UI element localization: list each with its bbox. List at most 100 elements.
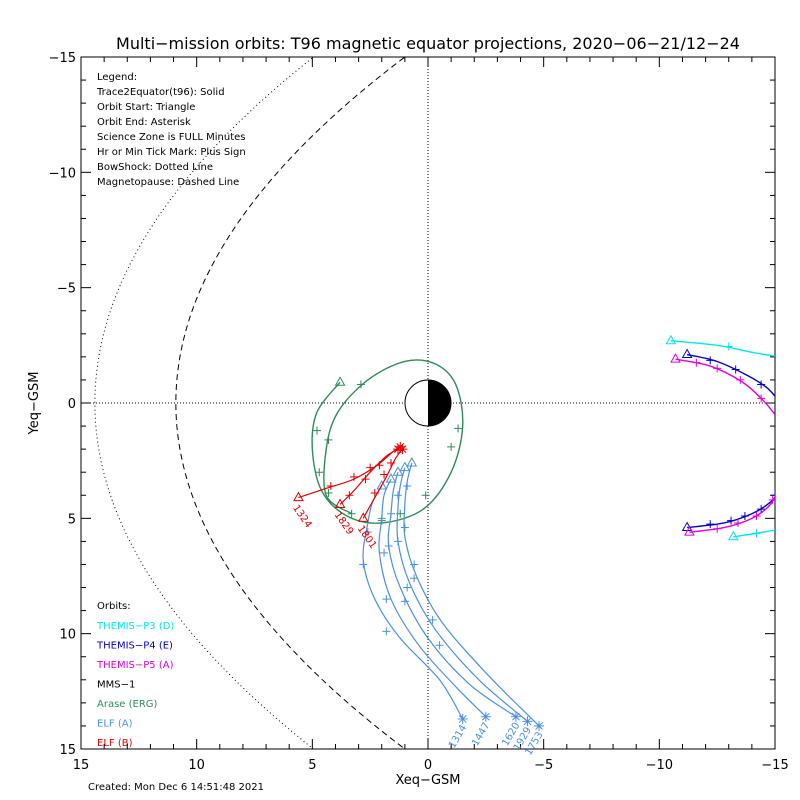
tick-mark-plus [752,529,761,538]
orbit-end-marker [480,711,491,722]
orbit-start-marker [334,498,346,508]
x-tick-label: −5 [534,758,553,773]
orbit-start-marker [684,526,695,536]
tick-mark-plus [706,356,715,365]
plot-content [81,57,791,749]
x-tick-label: 15 [73,758,90,773]
tick-mark-plus [727,516,736,525]
orbit-legend-entry: ELF (A) [97,719,133,730]
orbit-line [733,529,775,538]
orbit-start-marker [293,491,304,502]
x-tick-label: −10 [646,758,673,773]
legend-line: Magnetopause: Dashed Line [97,177,239,188]
tick-mark-plus [733,518,742,527]
orbit-end-marker [534,720,545,731]
tick-mark-plus [386,509,395,518]
tick-mark-plus [393,537,402,546]
legend-line: Orbit End: Asterisk [97,117,191,128]
y-tick-label: 0 [68,397,76,412]
tick-mark-plus [366,463,375,472]
asterisk-stroke [523,717,532,726]
legend-line: Trace2Equator(t96): Solid [96,87,225,98]
tick-mark-plus [356,380,365,389]
orbits-legend: Orbits: THEMIS−P3 (D) THEMIS−P4 (E) THEMIS−… [96,601,174,749]
tick-mark-plus [435,641,444,650]
y-axis-label: Yeq−GSM [27,372,42,436]
orbit-track [362,448,404,519]
orbit-start-marker [376,480,388,490]
orbit-start-marker [392,466,404,476]
tick-mark-plus [363,528,372,537]
orbit-start-marker [334,376,346,386]
tick-mark-plus [783,524,791,532]
tick-mark-plus [386,458,395,467]
orbit-line [689,495,775,533]
y-tick-label: 10 [59,628,76,643]
orbit-legend-entry: THEMIS−P3 (D) [96,621,174,632]
tick-mark-plus [403,583,412,592]
legend-panel: Legend: Trace2Equator(t96): Solid Orbit St… [96,72,246,188]
orbit-legend-entry: THEMIS−P4 (E) [96,641,173,652]
x-axis-label: Xeq−GSM [395,773,460,788]
orbit-end-marker [522,716,533,727]
tick-mark-plus [370,488,379,497]
orbit-start-marker [406,456,418,467]
orbit-legend-entry: MMS−1 [97,680,135,691]
legend-line: Legend: [97,72,137,83]
x-tick-label: 0 [424,758,432,773]
asterisk-stroke [481,712,490,721]
legend-line: Hr or Min Tick Mark: Plus Sign [97,147,246,158]
tick-mark-plus [324,435,333,444]
tick-mark-plus [428,615,437,624]
tick-mark-plus [324,488,333,497]
orbit-end-marker [397,444,408,455]
tick-mark-plus [359,560,368,569]
track-time-label: 1314 [447,723,469,751]
legend-line: Orbit Start: Triangle [97,102,195,113]
legend-line: Science Zone is FULL Minutes [97,132,246,143]
series-elf-b- [293,441,408,522]
orbit-line [670,340,775,357]
orbit-start-marker [385,473,397,483]
y-tick-label: 5 [68,512,76,527]
orbit-start-marker [357,512,369,522]
tick-mark-plus [736,375,745,384]
tick-mark-plus [421,491,430,500]
asterisk-stroke [535,722,543,730]
orbit-legend-entry: THEMIS−P5 (A) [96,660,174,671]
tick-mark-plus [377,514,386,523]
x-tick-label: −15 [761,758,788,773]
tick-mark-plus [776,353,784,361]
chart-title: Multi−mission orbits: T96 magnetic equat… [116,34,740,53]
tick-mark-plus [713,524,722,533]
orbit-start-marker [399,461,411,472]
orbit-track [387,472,517,718]
tick-mark-plus [384,542,393,551]
track-time-label: 1801 [355,524,379,551]
orbit-line [686,353,775,397]
y-tick-label: −10 [49,166,76,181]
tick-mark-plus [403,482,412,491]
x-tick-label: 10 [188,758,205,773]
tick-mark-plus [771,491,775,500]
tick-mark-plus [375,461,384,470]
asterisk-stroke [398,445,407,454]
orbit-track [396,467,528,722]
y-tick-label: −15 [49,51,76,66]
tick-mark-plus [713,364,722,373]
tick-mark-plus [447,442,456,451]
track-time-label: 1447 [470,721,492,749]
tick-mark-plus [315,468,324,477]
tick-mark-plus [740,512,749,521]
tick-mark-plus [349,472,358,481]
tick-mark-plus [382,627,391,636]
tick-mark-plus [410,560,419,569]
series-themis-p3-d- [665,334,791,541]
series-themis-p4-e- [681,348,775,532]
orbit-line [311,359,464,524]
tick-mark-plus [757,380,766,389]
tick-mark-plus [393,491,402,500]
orbit-end-marker [457,714,468,725]
